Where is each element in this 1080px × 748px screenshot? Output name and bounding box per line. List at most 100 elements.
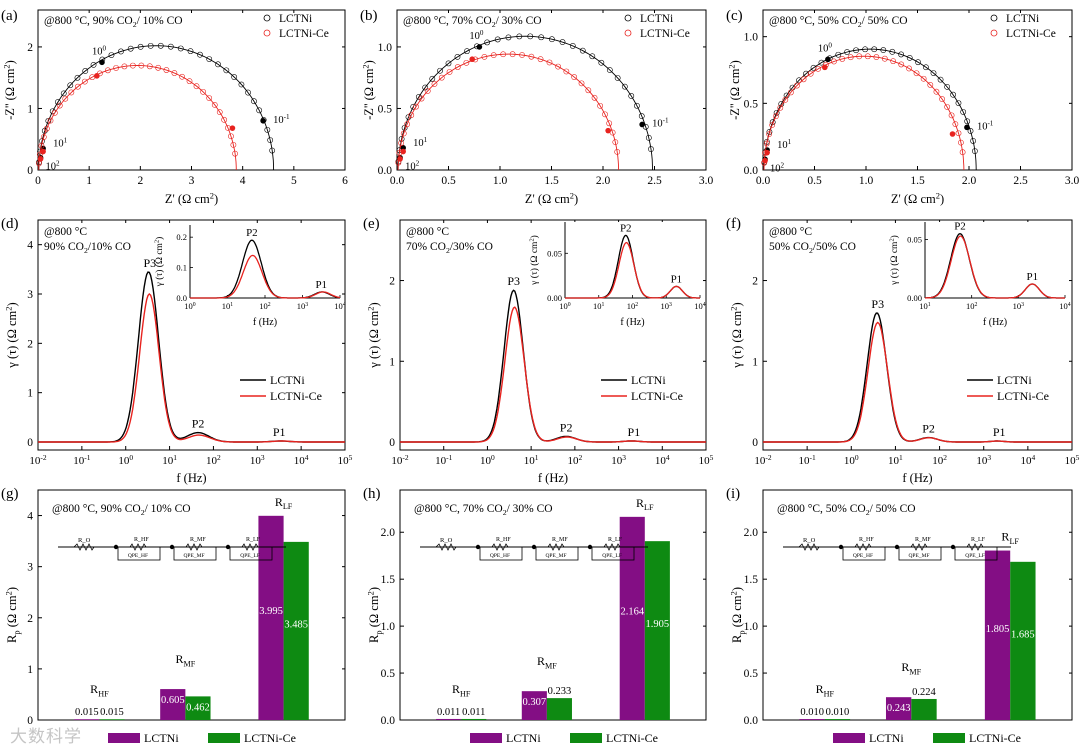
x-tick-label: 3 (189, 175, 195, 187)
y-axis-label: Rp (Ω cm2) (3, 587, 21, 643)
data-point (216, 109, 223, 116)
drt-curve-LCTNi-Ce (400, 306, 706, 443)
data-point (777, 104, 784, 111)
data-point (424, 88, 431, 94)
circuit-node (950, 544, 956, 550)
circuit-label: QPE_MF (908, 553, 929, 559)
data-point (528, 53, 535, 60)
data-point (127, 45, 134, 52)
data-point (787, 89, 794, 96)
inset-x-tick-label: 104 (1059, 301, 1071, 311)
inset-y-axis-label: γ (τ) (Ω cm2) (888, 235, 900, 286)
data-point (796, 77, 802, 84)
x-tick-label: 104 (294, 453, 309, 467)
x-axis-label: f (Hz) (538, 471, 568, 485)
category-label: RLF (1001, 530, 1019, 546)
circuit-label: R_MF (915, 537, 931, 543)
inset-x-tick-label: 100 (559, 301, 571, 311)
x-tick-label: 102 (206, 453, 221, 467)
data-point (74, 83, 81, 90)
panel-label: (c) (726, 8, 743, 24)
inset-d: 100 101 102 103 104 0.0 0.1 0.2 P2 P1 f (Hz) γ (τ) … (153, 225, 346, 328)
data-point (45, 117, 52, 124)
data-point (815, 65, 821, 72)
y-tick-label: 1.0 (378, 42, 393, 54)
data-point (56, 102, 63, 109)
data-point (933, 88, 940, 95)
frequency-marker (825, 56, 831, 63)
data-point (959, 149, 966, 156)
equivalent-circuit-diagram: R_O R_HF QPE_HF R_MF QPE_MF R_LF QPE_LF (58, 537, 286, 561)
x-tick-label: 105 (699, 453, 714, 467)
x-axis-label: Z' (Ω cm2) (165, 190, 218, 206)
category-label: RMF (537, 654, 557, 670)
equivalent-circuit-diagram: R_O R_HF QPE_HF R_MF QPE_MF R_LF QPE_LF (420, 537, 648, 561)
bar-value-label: 0.011 (462, 707, 485, 718)
y-tick-label: 2 (752, 276, 758, 288)
data-point (484, 39, 491, 46)
data-point (578, 80, 585, 87)
data-point (437, 67, 443, 74)
peak-label: P3 (507, 274, 520, 288)
inset-x-axis-label: f (Hz) (983, 317, 1007, 328)
data-point (862, 46, 869, 53)
y-tick-label: 0 (27, 437, 33, 449)
data-point (418, 95, 425, 102)
x-tick-label: 101 (888, 453, 903, 467)
legend-label: LCTNi (1006, 13, 1039, 25)
bar-LCTNi-Ce-RLF (283, 541, 309, 720)
bar-value-label: 3.485 (284, 619, 308, 630)
data-point (454, 53, 461, 60)
inset-y-tick-label: 0.2 (176, 232, 187, 242)
bar-LCTNi-Ce-RMF (911, 698, 937, 720)
frequency-marker (37, 156, 44, 162)
data-point (606, 67, 613, 73)
circuit-label: QPE_LF (965, 553, 985, 559)
y-axis-label: Rp (Ω cm2) (365, 587, 383, 643)
data-point (500, 51, 507, 58)
data-point (831, 58, 837, 65)
legend-swatch (208, 733, 240, 743)
data-point (186, 78, 193, 85)
inset-curve-LCTNi-Ce (190, 254, 341, 299)
inset-x-tick-label: 102 (259, 301, 271, 311)
data-point (509, 51, 516, 58)
legend-label: LCTNi (997, 373, 1032, 387)
data-point (773, 113, 779, 120)
data-point (614, 75, 621, 81)
circuit-branch (842, 546, 886, 561)
drt-panel-d: 10-2 10-1 100 101 102 103 104 105 0 1 2 3 4 P3 P2 P1 (d)… (1, 216, 353, 485)
data-point (81, 78, 88, 85)
data-point (810, 64, 817, 71)
resistor-symbol (603, 543, 621, 551)
bar-value-label: 3.995 (259, 606, 283, 617)
inset-x-axis-label: f (Hz) (253, 317, 277, 328)
data-point (591, 94, 598, 101)
x-tick-label: 1.5 (544, 175, 559, 187)
x-tick-label: 10-2 (754, 453, 771, 467)
inset-y-tick-label: 0.05 (907, 235, 922, 245)
x-tick-label: 10-1 (799, 453, 816, 467)
category-label: RLF (275, 495, 293, 511)
inset-x-tick-label: 100 (184, 301, 196, 311)
circuit-label: QPE_HF (490, 553, 510, 559)
panel-label: (e) (363, 216, 380, 232)
data-point (614, 148, 621, 155)
data-point (871, 46, 878, 53)
inset-x-tick-label: 104 (694, 301, 706, 311)
bar-value-label: 1.905 (646, 619, 670, 630)
data-point (454, 64, 461, 70)
data-point (915, 59, 921, 66)
inset-x-tick-label: 101 (593, 301, 605, 311)
circuit-node (169, 544, 175, 550)
data-point (972, 148, 978, 154)
frequency-marker (229, 125, 236, 131)
legend-label: LCTNi (631, 373, 666, 387)
x-tick-label: 0.5 (807, 175, 822, 187)
resistor-symbol (966, 543, 984, 551)
bar-value-label: 0.010 (826, 707, 850, 718)
resistor-symbol (910, 543, 928, 551)
x-tick-label: 1.5 (910, 175, 925, 187)
data-point (964, 118, 971, 125)
data-point (108, 52, 115, 58)
